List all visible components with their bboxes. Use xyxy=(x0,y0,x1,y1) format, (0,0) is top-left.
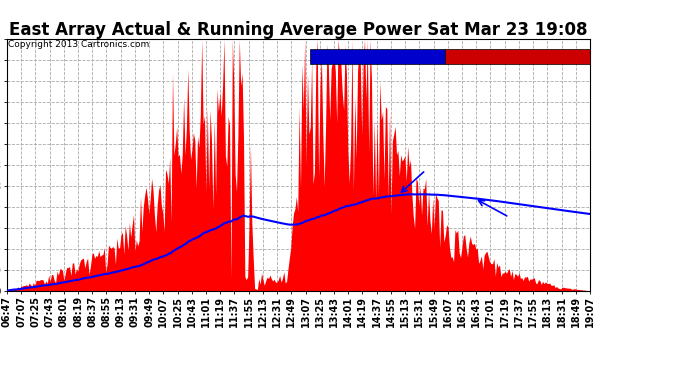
Text: Copyright 2013 Cartronics.com: Copyright 2013 Cartronics.com xyxy=(8,40,150,49)
Text: Average  (DC Watts): Average (DC Watts) xyxy=(314,52,417,61)
Title: East Array Actual & Running Average Power Sat Mar 23 19:08: East Array Actual & Running Average Powe… xyxy=(9,21,588,39)
Text: East Array  (DC Watts): East Array (DC Watts) xyxy=(448,52,563,61)
